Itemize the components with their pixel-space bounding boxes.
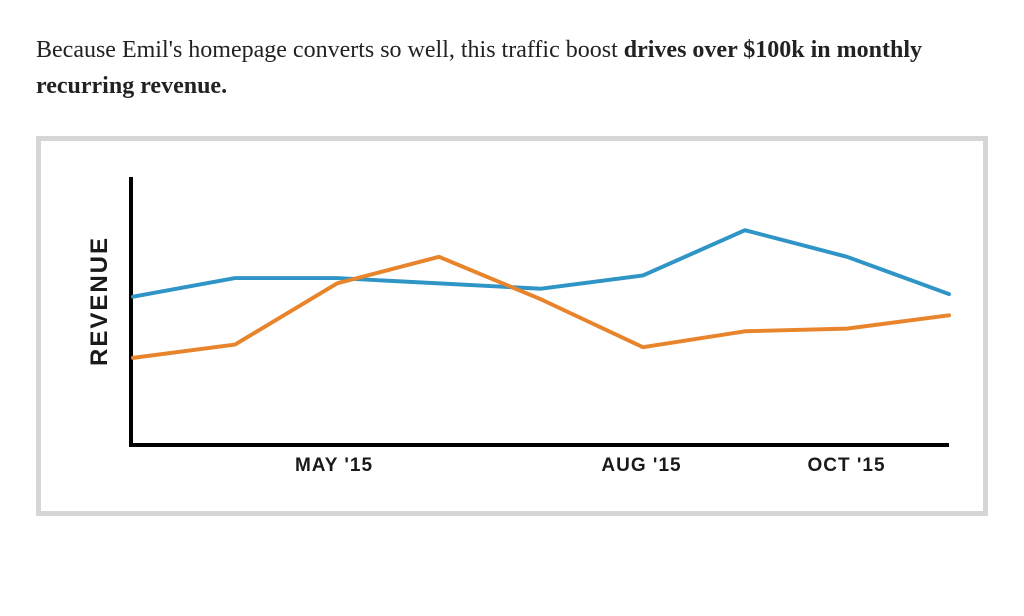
x-tick-label: MAY '15: [295, 455, 373, 477]
series-orange: [133, 257, 949, 358]
caption-plain: Because Emil's homepage converts so well…: [36, 37, 624, 63]
y-axis-label: REVENUE: [86, 236, 114, 366]
chart-inner: REVENUE MAY '15 AUG '15 OCT '15: [73, 177, 951, 487]
x-tick-label: OCT '15: [807, 455, 885, 477]
x-tick-label: AUG '15: [601, 455, 681, 477]
x-ticks: MAY '15 AUG '15 OCT '15: [129, 447, 949, 487]
caption-text: Because Emil's homepage converts so well…: [36, 32, 988, 104]
series-blue: [133, 230, 949, 297]
chart-lines: [133, 177, 949, 443]
chart-container: REVENUE MAY '15 AUG '15 OCT '15: [36, 136, 988, 516]
plot-area: [129, 177, 949, 447]
